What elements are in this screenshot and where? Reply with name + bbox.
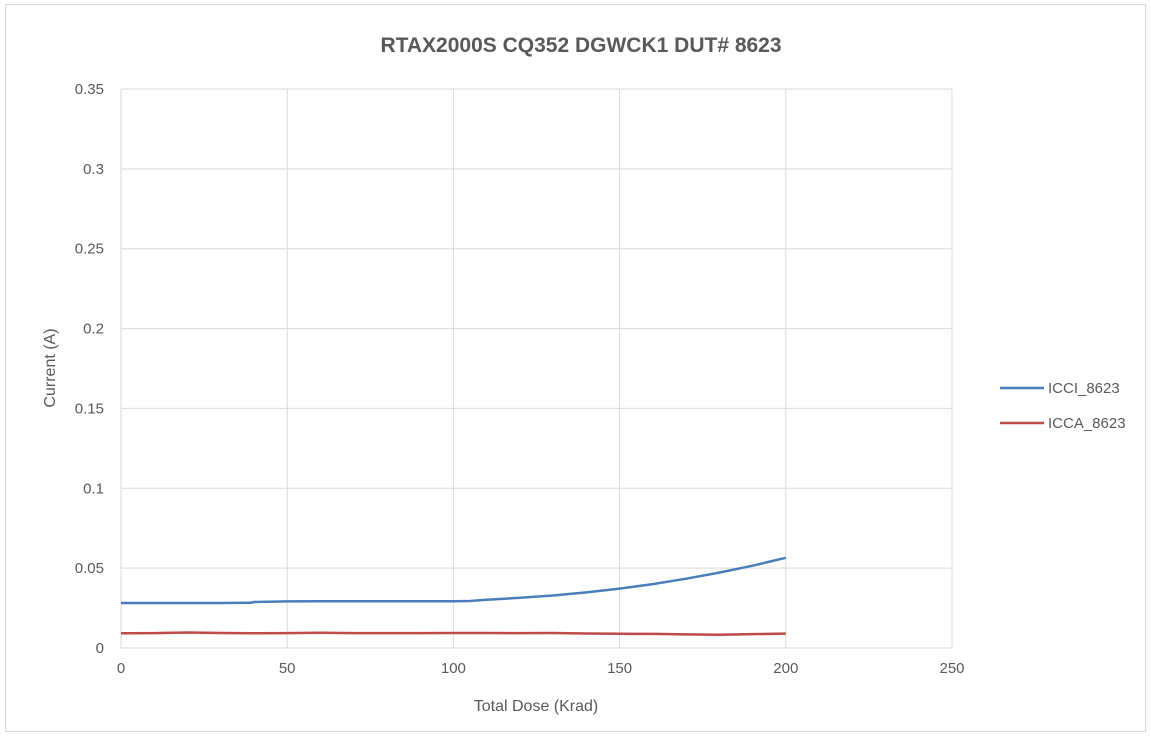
- legend-label-ICCA_8623: ICCA_8623: [1048, 415, 1126, 432]
- grid-lines: [120, 88, 953, 649]
- y-tick-label: 0.1: [83, 480, 104, 497]
- y-axis-ticks: 0 0.05 0.1 0.15 0.2 0.25 0.3 0.35: [75, 81, 104, 657]
- x-tick-label: 250: [939, 660, 964, 677]
- series-lines: [120, 556, 787, 636]
- y-tick-label: 0.2: [83, 321, 104, 338]
- legend-label-ICCI_8623: ICCI_8623: [1048, 380, 1120, 397]
- legend: ICCI_8623 ICCA_8623: [1000, 380, 1126, 432]
- x-tick-label: 0: [117, 660, 125, 677]
- chart-title: RTAX2000S CQ352 DGWCK1 DUT# 8623: [380, 34, 781, 57]
- series-line-ICCI_8623: [121, 556, 787, 605]
- x-tick-label: 200: [773, 660, 798, 677]
- x-tick-label: 50: [279, 660, 296, 677]
- x-axis-label: Total Dose (Krad): [474, 698, 599, 715]
- y-tick-label: 0.25: [75, 241, 104, 258]
- x-tick-label: 100: [441, 660, 466, 677]
- x-axis-ticks: 0 50 100 150 200 250: [117, 660, 965, 677]
- y-axis-label: Current (A): [42, 328, 59, 407]
- y-tick-label: 0.15: [75, 400, 104, 417]
- chart-frame: [5, 4, 1146, 732]
- x-tick-label: 150: [607, 660, 632, 677]
- y-tick-label: 0: [96, 640, 104, 657]
- y-tick-label: 0.35: [75, 81, 104, 98]
- series-line-ICCA_8623: [120, 631, 786, 636]
- y-tick-label: 0.3: [83, 161, 104, 178]
- y-tick-label: 0.05: [75, 560, 104, 577]
